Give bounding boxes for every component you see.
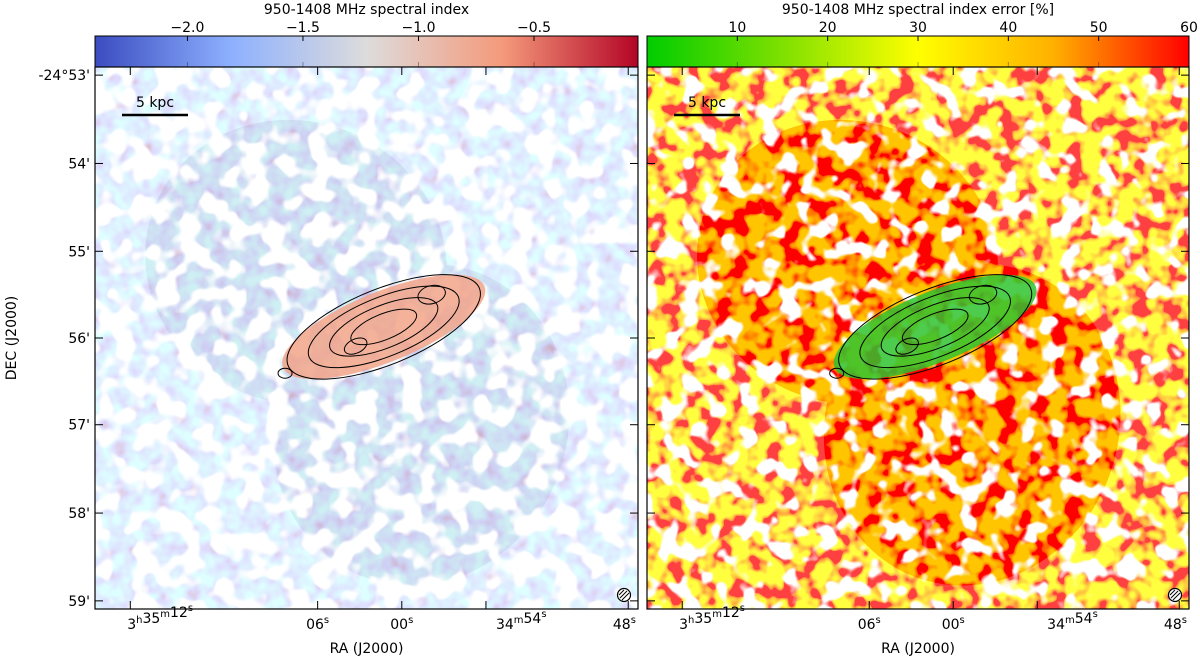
contour-level [286, 274, 481, 380]
beam-marker [1167, 587, 1183, 603]
scale-bar-label: 5 kpc [688, 95, 726, 111]
contour-level [859, 285, 1011, 369]
contour-knot [895, 337, 919, 355]
x-tick-label: 48s [1164, 615, 1187, 633]
x-tick-label: 34m54s [496, 609, 547, 633]
contour-knot [417, 284, 446, 305]
x-tick-label: 00s [942, 615, 965, 633]
colorbar-tick-label: 10 [728, 20, 746, 36]
y-tick-label: 57' [68, 418, 90, 434]
y-tick-label: -24°53' [38, 68, 90, 84]
colorbar-title: 950-1408 MHz spectral index [264, 2, 469, 18]
colorbar-2 [646, 35, 1190, 68]
contour-knot [277, 367, 293, 379]
core-emission [282, 274, 486, 380]
x-tick-label: 06s [858, 615, 881, 633]
colorbar-tick-label: −0.5 [517, 20, 551, 36]
scale-bar-label: 5 kpc [136, 95, 174, 111]
beam-hatch [621, 592, 630, 601]
x-tick-label: 48s [613, 615, 636, 633]
beam-marker [616, 587, 632, 603]
emission-map [647, 67, 1189, 609]
colorbar-tick-label: 20 [819, 20, 837, 36]
x-axis-label: RA (J2000) [881, 641, 955, 657]
colorbar-title: 950-1408 MHz spectral index error [%] [782, 2, 1054, 18]
beam-hatch [1169, 589, 1176, 596]
colorbar-tick-label: −1.0 [401, 20, 435, 36]
y-tick-label: 55' [68, 244, 90, 260]
beam-hatch [618, 589, 625, 596]
x-tick-label: 00s [390, 615, 413, 633]
colorbar-1 [94, 35, 639, 68]
contour-knot [343, 337, 368, 355]
beam-hatch [1170, 590, 1179, 599]
x-tick-label: 3h35m12s [679, 603, 745, 633]
colorbar-tick-label: 30 [909, 20, 927, 36]
x-axis-label: RA (J2000) [330, 641, 404, 657]
colorbar-tick-label: −1.5 [286, 20, 320, 36]
contour-level [838, 274, 1033, 380]
contour-knot [829, 367, 845, 379]
x-tick-label: 3h35m12s [127, 603, 193, 633]
colorbar-tick-label: 50 [1090, 20, 1108, 36]
beam-hatch [1172, 592, 1181, 601]
contours [277, 274, 481, 380]
core-emission [833, 274, 1037, 379]
y-axis-label: DEC (J2000) [4, 296, 20, 381]
y-tick-label: 54' [68, 156, 90, 172]
y-tick-label: 59' [68, 594, 90, 610]
colorbar-tick-label: 60 [1180, 20, 1198, 36]
y-tick-label: 58' [68, 506, 90, 522]
contour-level [880, 297, 990, 357]
colorbar-tick-label: 40 [999, 20, 1017, 36]
x-tick-label: 06s [306, 615, 329, 633]
emission-map [95, 67, 638, 609]
contour-knot [968, 284, 998, 305]
x-tick-label: 34m54s [1047, 609, 1098, 633]
contour-level [307, 285, 460, 369]
colorbar-tick-label: −2.0 [170, 20, 204, 36]
y-tick-label: 56' [68, 331, 90, 347]
contour-level [329, 297, 439, 357]
beam-hatch [619, 590, 628, 599]
contours [829, 274, 1033, 380]
